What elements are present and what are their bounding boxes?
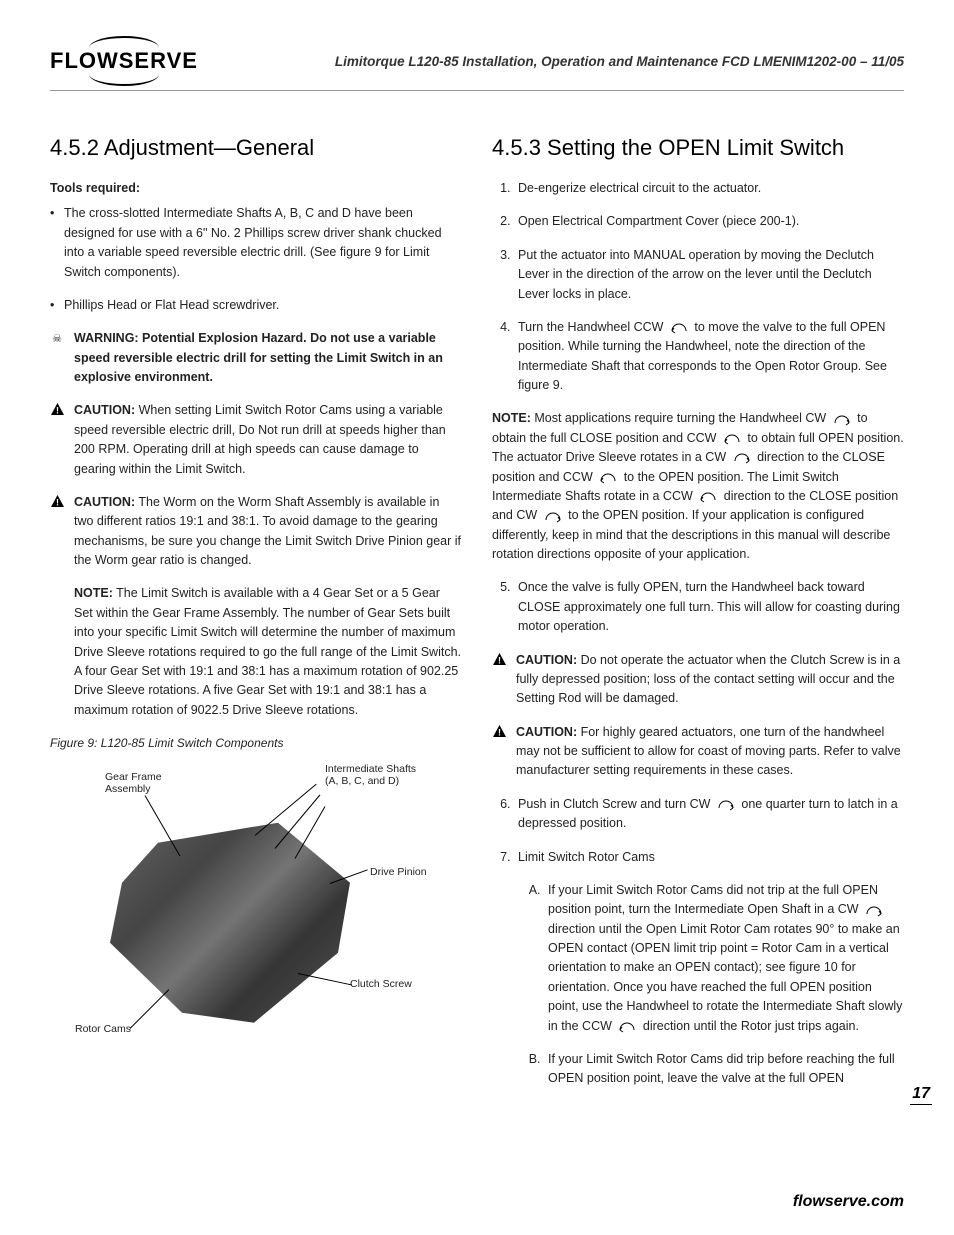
right-column: 4.5.3 Setting the OPEN Limit Switch De-e… (492, 131, 904, 1103)
tools-list: The cross-slotted Intermediate Shafts A,… (50, 204, 462, 315)
flowserve-logo: FLOWSERVE (50, 40, 198, 82)
footer-url: flowserve.com (793, 1193, 904, 1211)
ccw-arrow-icon (669, 321, 689, 334)
fig-label-drive-pinion: Drive Pinion (370, 866, 427, 879)
caution-2-text: CAUTION: The Worm on the Worm Shaft Asse… (74, 493, 462, 571)
figure-9-diagram: Gear FrameAssembly Intermediate Shafts(A… (50, 763, 462, 1083)
caution-4-text: CAUTION: For highly geared actuators, on… (516, 723, 904, 781)
warning-triangle-icon: ! (50, 495, 64, 513)
step-6: Push in Clutch Screw and turn CW one qua… (514, 795, 904, 834)
caution-3-text: CAUTION: Do not operate the actuator whe… (516, 651, 904, 709)
fig-label-gear-frame: Gear FrameAssembly (105, 771, 162, 796)
tools-required-label: Tools required: (50, 179, 462, 198)
fig-label-int-shafts: Intermediate Shafts(A, B, C, and D) (325, 763, 416, 788)
right-note-block: NOTE: Most applications require turning … (492, 409, 904, 564)
figure-9-caption: Figure 9: L120-85 Limit Switch Component… (50, 734, 462, 753)
cw-arrow-icon (716, 798, 736, 811)
warning-triangle-icon: ! (50, 403, 64, 421)
warning-text: WARNING: Potential Explosion Hazard. Do … (74, 329, 462, 387)
document-title: Limitorque L120-85 Installation, Operati… (228, 54, 904, 69)
caution-1-text: CAUTION: When setting Limit Switch Rotor… (74, 401, 462, 479)
cw-arrow-icon (864, 904, 884, 917)
step-3: Put the actuator into MANUAL operation b… (514, 246, 904, 304)
step-2: Open Electrical Compartment Cover (piece… (514, 212, 904, 231)
left-column: 4.5.2 Adjustment—General Tools required:… (50, 131, 462, 1103)
page-header: FLOWSERVE Limitorque L120-85 Installatio… (50, 40, 904, 91)
cw-arrow-icon (543, 510, 563, 523)
section-452-heading: 4.5.2 Adjustment—General (50, 131, 462, 165)
content-columns: 4.5.2 Adjustment—General Tools required:… (50, 131, 904, 1103)
caution-block-1: ! CAUTION: When setting Limit Switch Rot… (50, 401, 462, 479)
step-7-sublist: If your Limit Switch Rotor Cams did not … (518, 881, 904, 1089)
limit-switch-image (110, 823, 350, 1023)
step-7a: If your Limit Switch Rotor Cams did not … (544, 881, 904, 1036)
ccw-arrow-icon (617, 1020, 637, 1033)
tool-bullet-2: Phillips Head or Flat Head screwdriver. (64, 296, 462, 315)
skull-icon: ☠ (50, 331, 64, 348)
steps-list-cont2: Push in Clutch Screw and turn CW one qua… (492, 795, 904, 1089)
ccw-arrow-icon (722, 432, 742, 445)
ccw-arrow-icon (698, 490, 718, 503)
cw-arrow-icon (832, 413, 852, 426)
step-7b: If your Limit Switch Rotor Cams did trip… (544, 1050, 904, 1089)
tool-bullet-1: The cross-slotted Intermediate Shafts A,… (64, 204, 462, 282)
warning-triangle-icon: ! (492, 725, 506, 743)
steps-list: De-engerize electrical circuit to the ac… (492, 179, 904, 395)
steps-list-cont: Once the valve is fully OPEN, turn the H… (492, 578, 904, 636)
fig-label-rotor-cams: Rotor Cams (75, 1023, 131, 1036)
svg-text:!: ! (498, 727, 501, 737)
fig-label-clutch-screw: Clutch Screw (350, 978, 412, 991)
warning-triangle-icon: ! (492, 653, 506, 671)
section-453-heading: 4.5.3 Setting the OPEN Limit Switch (492, 131, 904, 165)
svg-text:!: ! (498, 655, 501, 665)
caution-block-3: ! CAUTION: Do not operate the actuator w… (492, 651, 904, 709)
step-4: Turn the Handwheel CCW to move the valve… (514, 318, 904, 396)
caution-block-4: ! CAUTION: For highly geared actuators, … (492, 723, 904, 781)
cw-arrow-icon (732, 451, 752, 464)
step-5: Once the valve is fully OPEN, turn the H… (514, 578, 904, 636)
page-number: 17 (910, 1085, 932, 1105)
svg-text:!: ! (56, 406, 59, 416)
note-block: NOTE: The Limit Switch is available with… (50, 584, 462, 720)
caution-block-2: ! CAUTION: The Worm on the Worm Shaft As… (50, 493, 462, 571)
warning-block: ☠ WARNING: Potential Explosion Hazard. D… (50, 329, 462, 387)
svg-text:!: ! (56, 497, 59, 507)
step-1: De-engerize electrical circuit to the ac… (514, 179, 904, 198)
step-7: Limit Switch Rotor Cams If your Limit Sw… (514, 848, 904, 1089)
ccw-arrow-icon (598, 471, 618, 484)
